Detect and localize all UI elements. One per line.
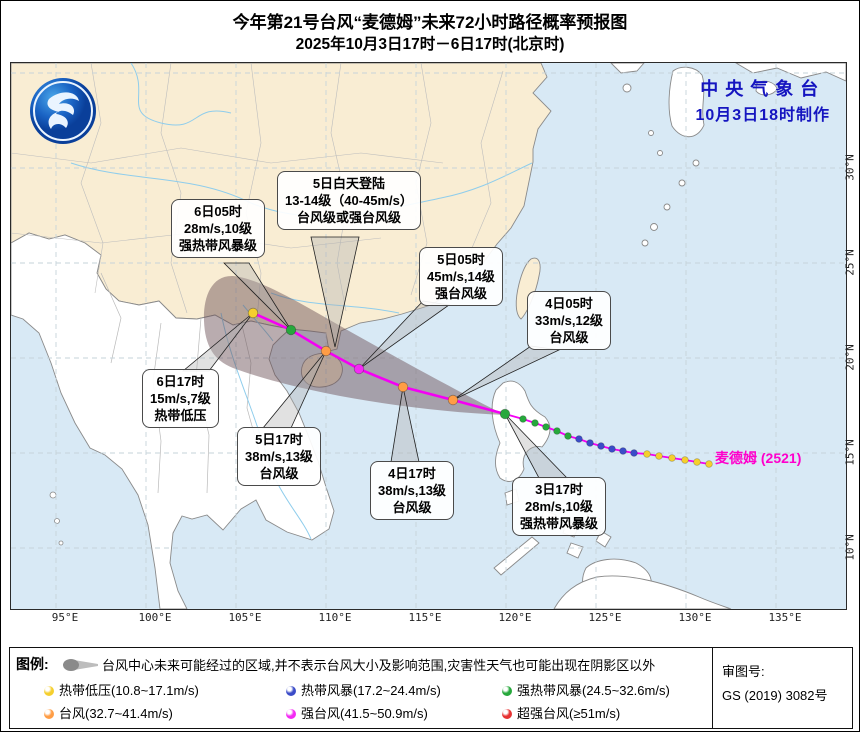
track-point-history bbox=[597, 442, 605, 450]
callout-4d05: 4日05时 33m/s,12级 台风级 bbox=[527, 291, 611, 350]
cone-icon bbox=[63, 659, 98, 671]
track-point-history bbox=[681, 456, 689, 464]
track-point-history bbox=[542, 423, 550, 431]
super-ty-dot-icon bbox=[502, 709, 512, 719]
legend-item-sty: 强台风(41.5~50.9m/s) bbox=[286, 703, 428, 722]
track-point-history bbox=[531, 419, 539, 427]
track-point-history bbox=[655, 452, 663, 460]
lat-label: 20°N bbox=[843, 344, 857, 371]
lon-label: 135°E bbox=[768, 611, 802, 624]
lat-label: 30°N bbox=[843, 154, 857, 181]
track-point-history bbox=[586, 439, 594, 447]
taiwan-island bbox=[515, 257, 541, 320]
lon-label: 125°E bbox=[588, 611, 622, 624]
page-subtitle: 2025年10月3日17时－6日17时(北京时) bbox=[295, 36, 565, 53]
callout-4d17: 4日17时 38m/s,13级 台风级 bbox=[370, 461, 454, 520]
td-dot-icon bbox=[44, 686, 54, 696]
track-point-history bbox=[619, 447, 627, 455]
track-point-history bbox=[668, 454, 676, 462]
callout-3d17: 3日17时 28m/s,10级 强热带风暴级 bbox=[512, 477, 607, 536]
callout-5d05: 5日05时 45m/s,14级 强台风级 bbox=[419, 247, 503, 306]
cma-logo bbox=[30, 78, 96, 144]
track-point-history bbox=[519, 415, 527, 423]
rivers bbox=[70, 63, 533, 540]
lon-label: 100°E bbox=[138, 611, 172, 624]
track-point-history bbox=[630, 449, 638, 457]
storm-name-label: 麦德姆 (2521) bbox=[715, 450, 802, 466]
borneo-island bbox=[553, 575, 732, 609]
sty-dot-icon bbox=[286, 709, 296, 719]
track-point-forecast bbox=[397, 381, 409, 393]
legend-item-ty: 台风(32.7~41.4m/s) bbox=[44, 703, 173, 722]
callout-5d17: 5日17时 38m/s,13级 台风级 bbox=[237, 427, 321, 486]
lat-label: 15°N bbox=[843, 439, 857, 466]
track-point-forecast bbox=[499, 408, 511, 420]
track-point-forecast bbox=[320, 345, 332, 357]
legend-item-ts: 热带风暴(17.2~24.4m/s) bbox=[286, 680, 441, 699]
legend-item-sts: 强热带风暴(24.5~32.6m/s) bbox=[502, 680, 670, 699]
legend: 图例: 台风中心未来可能经过的区域,并不表示台风大小及影响范围,灾害性天气也可能… bbox=[9, 647, 853, 729]
sts-dot-icon bbox=[502, 686, 512, 696]
legend-title: 图例: bbox=[16, 656, 49, 672]
ts-dot-icon bbox=[286, 686, 296, 696]
track-point-history bbox=[643, 450, 651, 458]
ty-dot-icon bbox=[44, 709, 54, 719]
track-point-history bbox=[575, 435, 583, 443]
lon-label: 95°E bbox=[51, 611, 79, 624]
legend-item-td: 热带低压(10.8~17.1m/s) bbox=[44, 680, 199, 699]
lon-label: 105°E bbox=[228, 611, 262, 624]
cone-description: 台风中心未来可能经过的区域,并不表示台风大小及影响范围,灾害性天气也可能出现在阴… bbox=[102, 658, 656, 673]
track-point-forecast bbox=[353, 363, 365, 375]
lat-label: 10°N bbox=[843, 534, 857, 561]
lon-label: 110°E bbox=[318, 611, 352, 624]
track-point-forecast bbox=[285, 324, 297, 336]
callout-6d05: 6日05时 28m/s,10级 强热带风暴级 bbox=[171, 199, 266, 258]
map-canvas bbox=[11, 63, 846, 609]
track-point-history bbox=[705, 460, 713, 468]
lat-label: 25°N bbox=[843, 249, 857, 276]
track-point-history bbox=[693, 458, 701, 466]
province-borders bbox=[11, 63, 504, 320]
legend-divider bbox=[712, 648, 713, 728]
cma-watermark: 中央气象台 10月3日18时制作 bbox=[695, 79, 830, 124]
track-point-history bbox=[608, 445, 616, 453]
legend-item-super-ty: 超强台风(≥51m/s) bbox=[502, 703, 620, 722]
callout-pointers bbox=[181, 236, 568, 479]
typhoon-track bbox=[247, 307, 713, 468]
lon-label: 115°E bbox=[408, 611, 442, 624]
track-point-history bbox=[564, 432, 572, 440]
typhoon-track-map: 6日05时 28m/s,10级 强热带风暴级 5日白天登陆 13-14级（40-… bbox=[10, 62, 847, 610]
track-point-forecast bbox=[447, 394, 459, 406]
callout-6d17: 6日17时 15m/s,7级 热带低压 bbox=[142, 369, 219, 428]
callout-landfall: 5日白天登陆 13-14级（40-45m/s） 台风级或强台风级 bbox=[277, 171, 421, 230]
page-title: 今年第21号台风“麦德姆”未来72小时路径概率预报图 bbox=[232, 13, 628, 32]
track-point-forecast bbox=[247, 307, 259, 319]
lon-label: 120°E bbox=[498, 611, 532, 624]
track-point-history bbox=[553, 427, 561, 435]
map-approval-number: 审图号: GS (2019) 3082号 bbox=[722, 664, 828, 703]
lon-label: 130°E bbox=[678, 611, 712, 624]
japan-korea-islands bbox=[610, 63, 846, 247]
